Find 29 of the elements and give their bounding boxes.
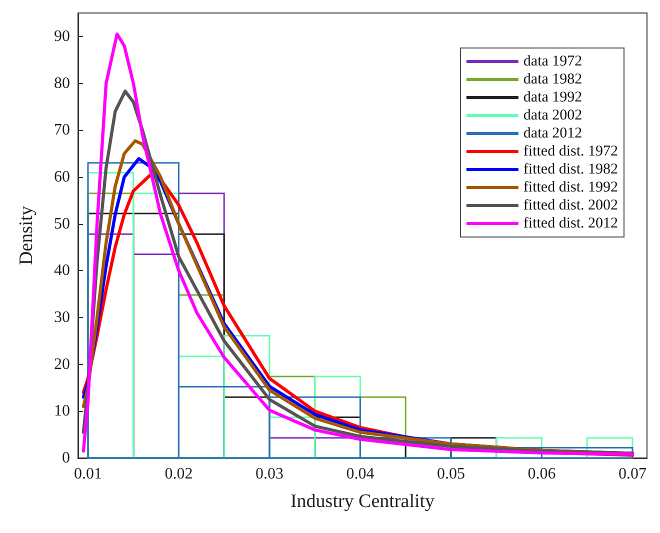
legend-label: data 2002 [523,108,582,124]
x-tick-label: 0.02 [164,466,193,482]
legend-label: data 1992 [523,90,582,106]
legend-label: data 1972 [523,54,582,70]
x-tick-label: 0.05 [436,466,465,482]
y-tick-label: 30 [54,308,70,326]
legend-label: fitted dist. 1982 [523,162,618,178]
y-tick-label: 10 [54,402,70,420]
x-tick-label: 0.01 [74,466,102,482]
legend-label: data 2012 [523,126,582,142]
x-tick-label: 0.03 [255,466,284,482]
x-tick-label: 0.06 [528,466,556,482]
x-tick-label: 0.07 [618,466,646,482]
y-tick-label: 70 [54,122,70,139]
x-axis-title: Industry Centrality [290,491,436,512]
y-tick-label: 20 [54,356,70,373]
y-tick-label: 90 [54,28,70,45]
y-tick-label: 0 [62,450,70,466]
legend-label: fitted dist. 2012 [523,216,618,232]
y-tick-label: 80 [54,74,70,92]
y-tick-label: 60 [54,168,70,186]
y-tick-label: 50 [54,215,70,232]
y-tick-label: 40 [54,262,70,280]
legend-label: fitted dist. 1972 [523,144,618,160]
x-tick-label: 0.04 [346,466,374,482]
y-axis-title: Density [16,205,37,266]
legend-label: fitted dist. 2002 [523,198,618,214]
legend-label: fitted dist. 1992 [523,180,618,196]
legend-label: data 1982 [523,72,582,88]
